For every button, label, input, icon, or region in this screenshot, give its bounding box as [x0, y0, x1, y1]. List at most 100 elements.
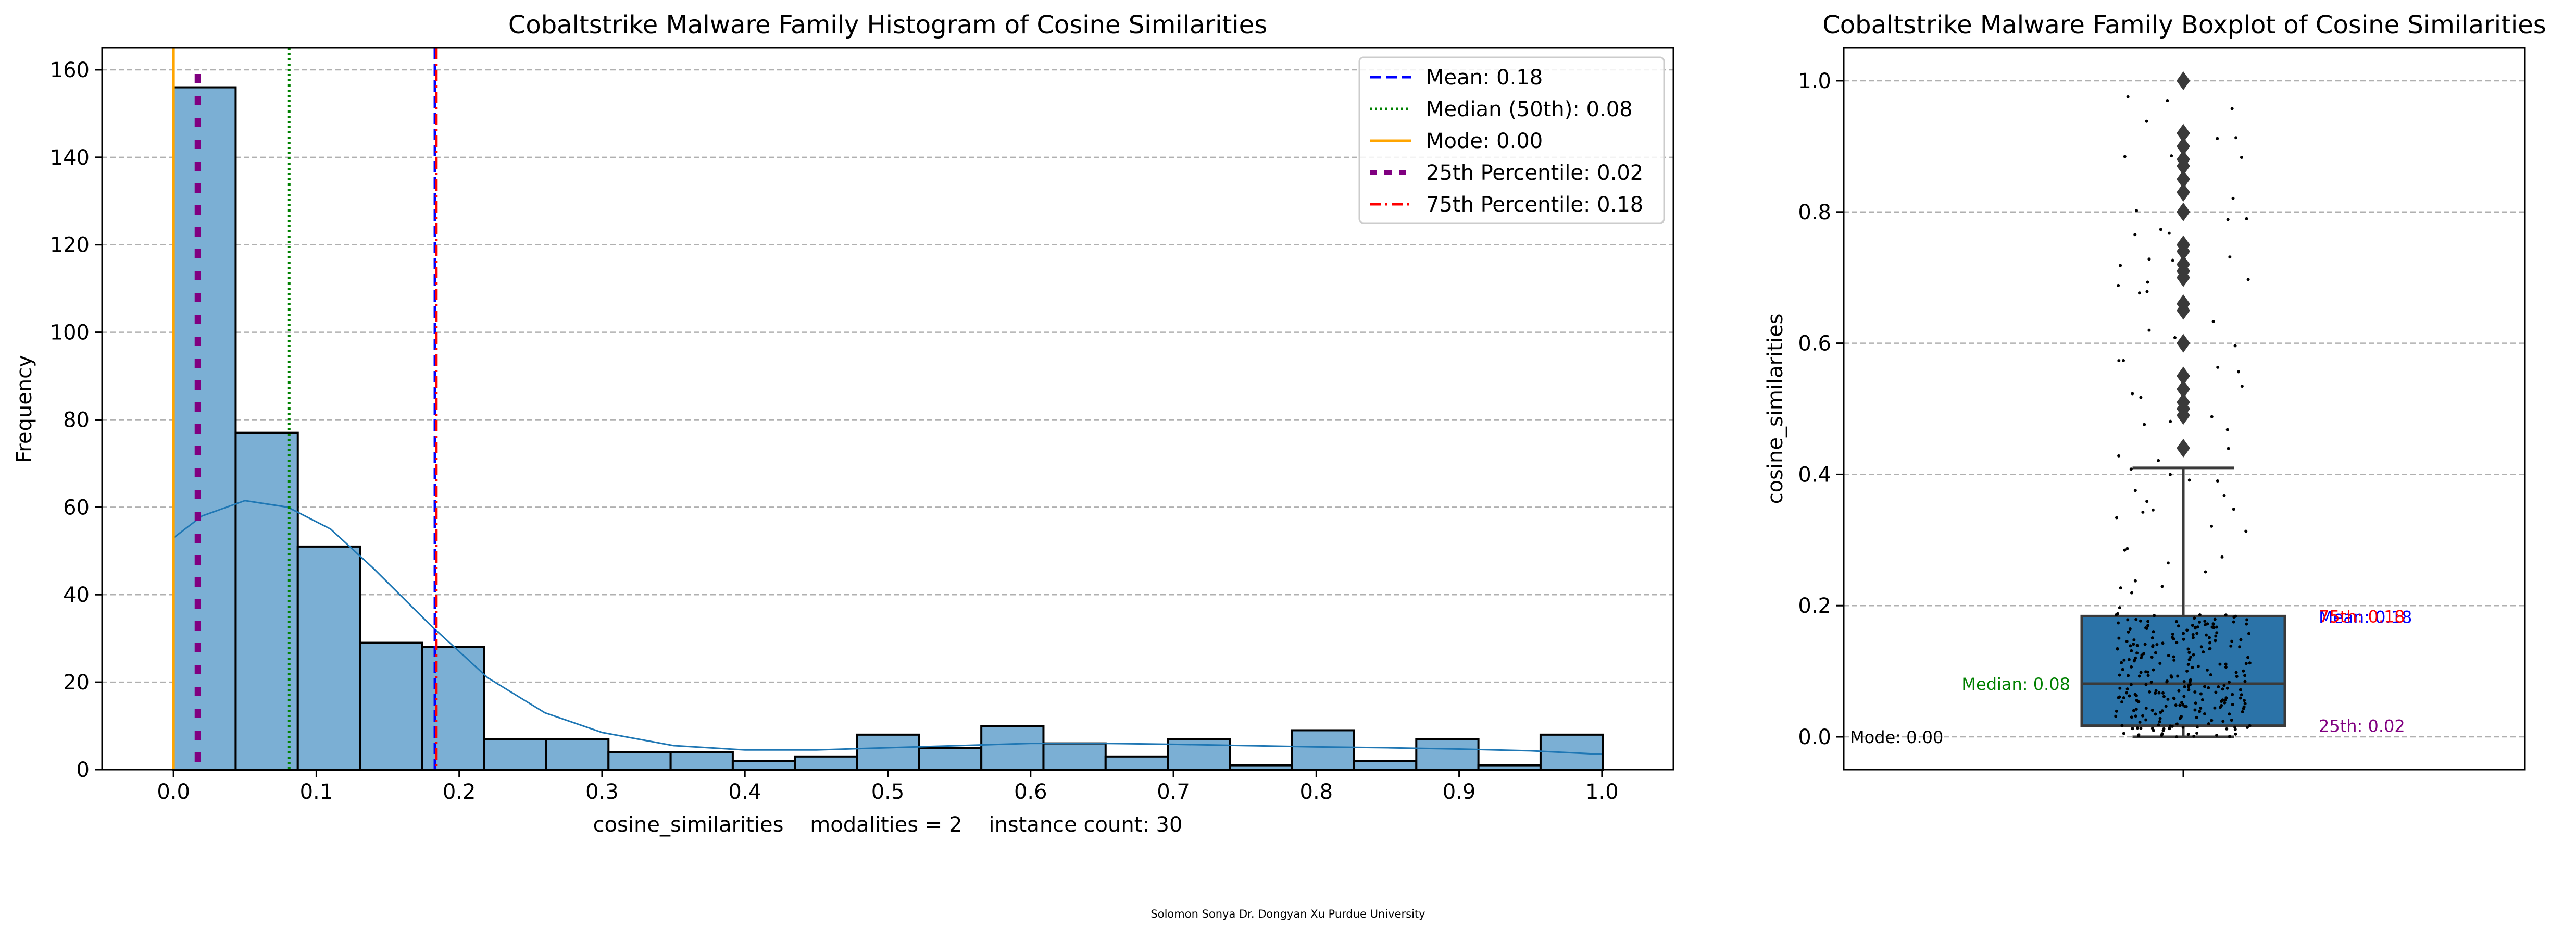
data-point: [2132, 643, 2135, 646]
data-point: [2245, 725, 2249, 729]
data-point: [2118, 673, 2121, 677]
data-point: [2116, 647, 2119, 651]
data-point: [2162, 695, 2166, 698]
y-tick-label: 0.2: [1798, 594, 1831, 618]
histogram-bar: [980, 725, 1045, 771]
legend-box: [1358, 56, 1665, 224]
data-point: [2210, 719, 2214, 722]
data-point: [2213, 617, 2217, 621]
data-point: [2195, 725, 2199, 729]
data-point: [2137, 674, 2141, 678]
data-point: [2145, 500, 2149, 503]
data-point: [2215, 625, 2219, 629]
histogram-bar: [607, 751, 672, 771]
data-point: [2240, 385, 2244, 388]
data-point: [2204, 570, 2207, 574]
x-tick-label: 0.4: [728, 780, 761, 804]
data-point: [2151, 508, 2155, 512]
data-point: [2118, 695, 2121, 699]
data-point: [2143, 643, 2147, 646]
boxplot-annotation: 75th: 0.18: [2319, 607, 2405, 626]
data-point: [2146, 624, 2150, 627]
x-tick-label: 1.0: [1585, 780, 1619, 804]
data-point: [2131, 727, 2134, 731]
data-point: [2117, 636, 2121, 640]
legend-entry: Median (50th): 0.08: [1426, 97, 1633, 121]
data-point: [2211, 320, 2215, 324]
data-point: [2170, 724, 2174, 728]
data-point: [2117, 454, 2121, 458]
data-point: [2215, 631, 2219, 635]
data-point: [2139, 396, 2143, 399]
data-point: [2159, 228, 2162, 231]
data-point: [2205, 668, 2209, 672]
outlier-marker: [2177, 392, 2190, 412]
data-point: [2139, 726, 2143, 730]
data-point: [2207, 686, 2210, 689]
y-tick-label: 1.0: [1798, 69, 1831, 93]
outlier-marker: [2177, 150, 2190, 169]
data-point: [2195, 731, 2199, 735]
data-point: [2204, 633, 2208, 637]
data-point: [2166, 697, 2170, 701]
data-point: [2232, 620, 2235, 624]
data-point: [2146, 620, 2150, 623]
data-point: [2172, 655, 2175, 659]
y-tick-label: 0.8: [1798, 201, 1831, 225]
data-point: [2187, 651, 2191, 654]
data-point: [2243, 702, 2247, 706]
data-point: [2168, 473, 2172, 476]
data-point: [2246, 656, 2250, 659]
data-point: [2194, 701, 2197, 705]
data-point: [2237, 370, 2241, 374]
y-tick-label: 140: [50, 146, 90, 170]
histogram-bar: [856, 733, 920, 771]
data-point: [2139, 671, 2143, 674]
data-point: [2130, 715, 2133, 719]
data-point: [2199, 692, 2203, 696]
data-point: [2172, 696, 2175, 700]
data-point: [2130, 591, 2134, 595]
data-point: [2157, 691, 2161, 695]
data-point: [2199, 707, 2203, 710]
histogram-bar: [1042, 742, 1107, 771]
data-point: [2226, 218, 2230, 221]
outlier-marker: [2177, 71, 2190, 90]
data-point: [2154, 712, 2157, 716]
data-point: [2239, 688, 2242, 691]
data-point: [2227, 447, 2230, 450]
data-point: [2208, 641, 2211, 645]
data-point: [2231, 196, 2235, 200]
data-point: [2221, 687, 2224, 691]
outlier-marker: [2177, 169, 2190, 189]
data-point: [2192, 734, 2196, 738]
data-point: [2146, 280, 2149, 284]
data-point: [2240, 155, 2243, 159]
data-point: [2188, 680, 2192, 684]
data-point: [2210, 625, 2214, 629]
data-point: [2130, 649, 2133, 652]
histogram-bar: [545, 738, 610, 771]
data-point: [2114, 714, 2118, 718]
data-point: [2186, 733, 2190, 736]
data-point: [2208, 647, 2211, 651]
data-point: [2186, 662, 2190, 666]
data-point: [2187, 688, 2191, 691]
data-point: [2193, 626, 2197, 630]
data-point: [2122, 696, 2125, 700]
data-point: [2125, 639, 2129, 643]
data-point: [2187, 478, 2191, 482]
y-tick-label: 160: [50, 58, 90, 82]
data-point: [2229, 644, 2233, 648]
histogram-chart: 0.0 0.1 0.2 0.3 0.4 0.5 0.6 0.7 0.8 0.9 1.0 0 20 40 60…: [12, 10, 1674, 837]
data-point: [2141, 714, 2145, 718]
data-point: [2135, 699, 2139, 702]
data-point: [2241, 710, 2244, 713]
data-point: [2178, 703, 2182, 707]
data-point: [2210, 415, 2214, 418]
data-point: [2117, 621, 2120, 625]
data-point: [2233, 727, 2237, 731]
data-point: [2125, 547, 2129, 550]
data-point: [2167, 231, 2171, 235]
data-point: [2164, 705, 2168, 708]
